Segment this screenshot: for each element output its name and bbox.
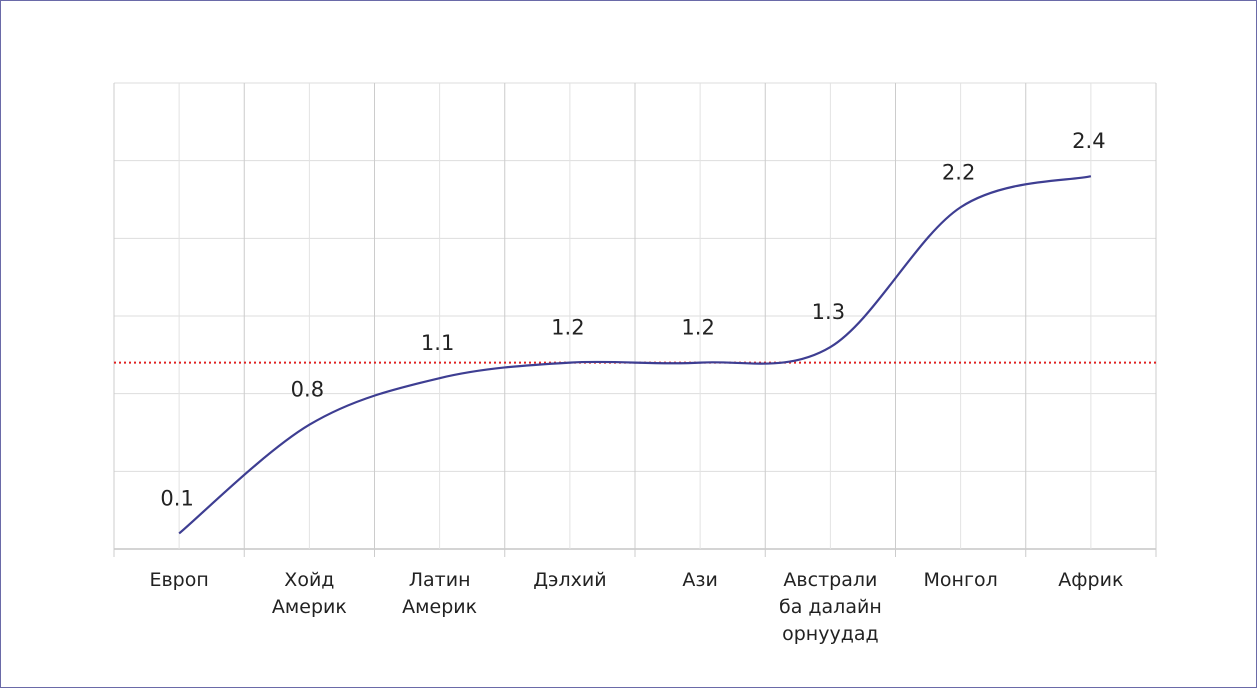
series-line xyxy=(178,175,1092,535)
data-label: 1.2 xyxy=(551,316,584,340)
x-tick-label: Австрали ба далайн орнуудад xyxy=(779,569,882,645)
data-label: 2.4 xyxy=(1072,129,1105,153)
x-tick-label: Ази xyxy=(682,569,718,591)
x-tick-label: Дэлхий xyxy=(533,569,607,591)
x-tick-label: Монгол xyxy=(923,569,998,591)
data-label: 1.3 xyxy=(812,300,845,324)
x-tick-label: Хойд Америк xyxy=(271,569,347,618)
data-label: 1.1 xyxy=(421,331,454,355)
data-label: 1.2 xyxy=(681,316,714,340)
data-label: 0.1 xyxy=(160,486,193,510)
x-tick-label: Африк xyxy=(1058,569,1124,591)
data-label: 0.8 xyxy=(291,378,324,402)
x-tick-label: Европ xyxy=(149,569,209,591)
x-tick-label: Латин Америк xyxy=(402,569,478,618)
data-label: 2.2 xyxy=(942,160,975,184)
